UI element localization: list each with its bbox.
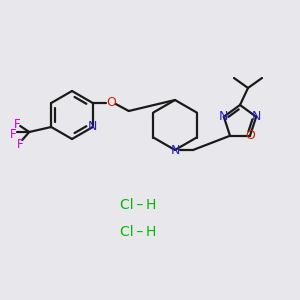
Text: Cl – H: Cl – H bbox=[120, 198, 156, 212]
Text: F: F bbox=[14, 118, 20, 130]
Text: O: O bbox=[245, 129, 255, 142]
Text: F: F bbox=[17, 137, 23, 151]
Text: N: N bbox=[170, 143, 180, 157]
Text: Cl – H: Cl – H bbox=[120, 225, 156, 239]
Text: F: F bbox=[10, 128, 16, 140]
Text: N: N bbox=[88, 121, 98, 134]
Text: N: N bbox=[219, 110, 229, 123]
Text: O: O bbox=[106, 97, 116, 110]
Text: N: N bbox=[251, 110, 261, 123]
